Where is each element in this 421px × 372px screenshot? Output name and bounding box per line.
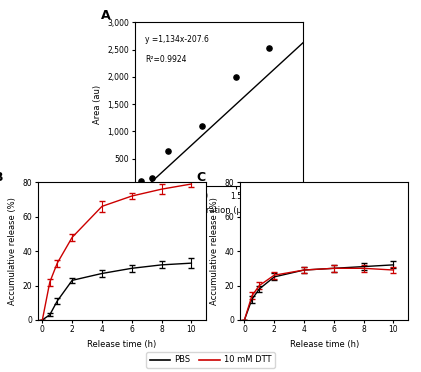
Y-axis label: Accumulative release (%): Accumulative release (%)	[210, 197, 219, 305]
X-axis label: Release time (h): Release time (h)	[290, 340, 359, 349]
Point	[138, 177, 145, 183]
Legend: PBS, 10 mM DTT: PBS, 10 mM DTT	[146, 352, 275, 368]
Text: B: B	[0, 171, 4, 184]
Text: y =1,134x-207.6: y =1,134x-207.6	[145, 35, 209, 44]
Y-axis label: Accumulative release (%): Accumulative release (%)	[8, 197, 17, 305]
X-axis label: Release time (h): Release time (h)	[88, 340, 157, 349]
Y-axis label: Area (au): Area (au)	[93, 84, 102, 124]
Point	[266, 45, 273, 51]
Text: R²=0.9924: R²=0.9924	[145, 55, 187, 64]
Point	[232, 74, 239, 80]
Point	[148, 175, 155, 181]
Point	[165, 148, 172, 154]
X-axis label: Concentration (μg/mL): Concentration (μg/mL)	[171, 206, 266, 215]
Text: C: C	[196, 171, 205, 184]
Text: A: A	[101, 9, 111, 22]
Point	[199, 123, 205, 129]
